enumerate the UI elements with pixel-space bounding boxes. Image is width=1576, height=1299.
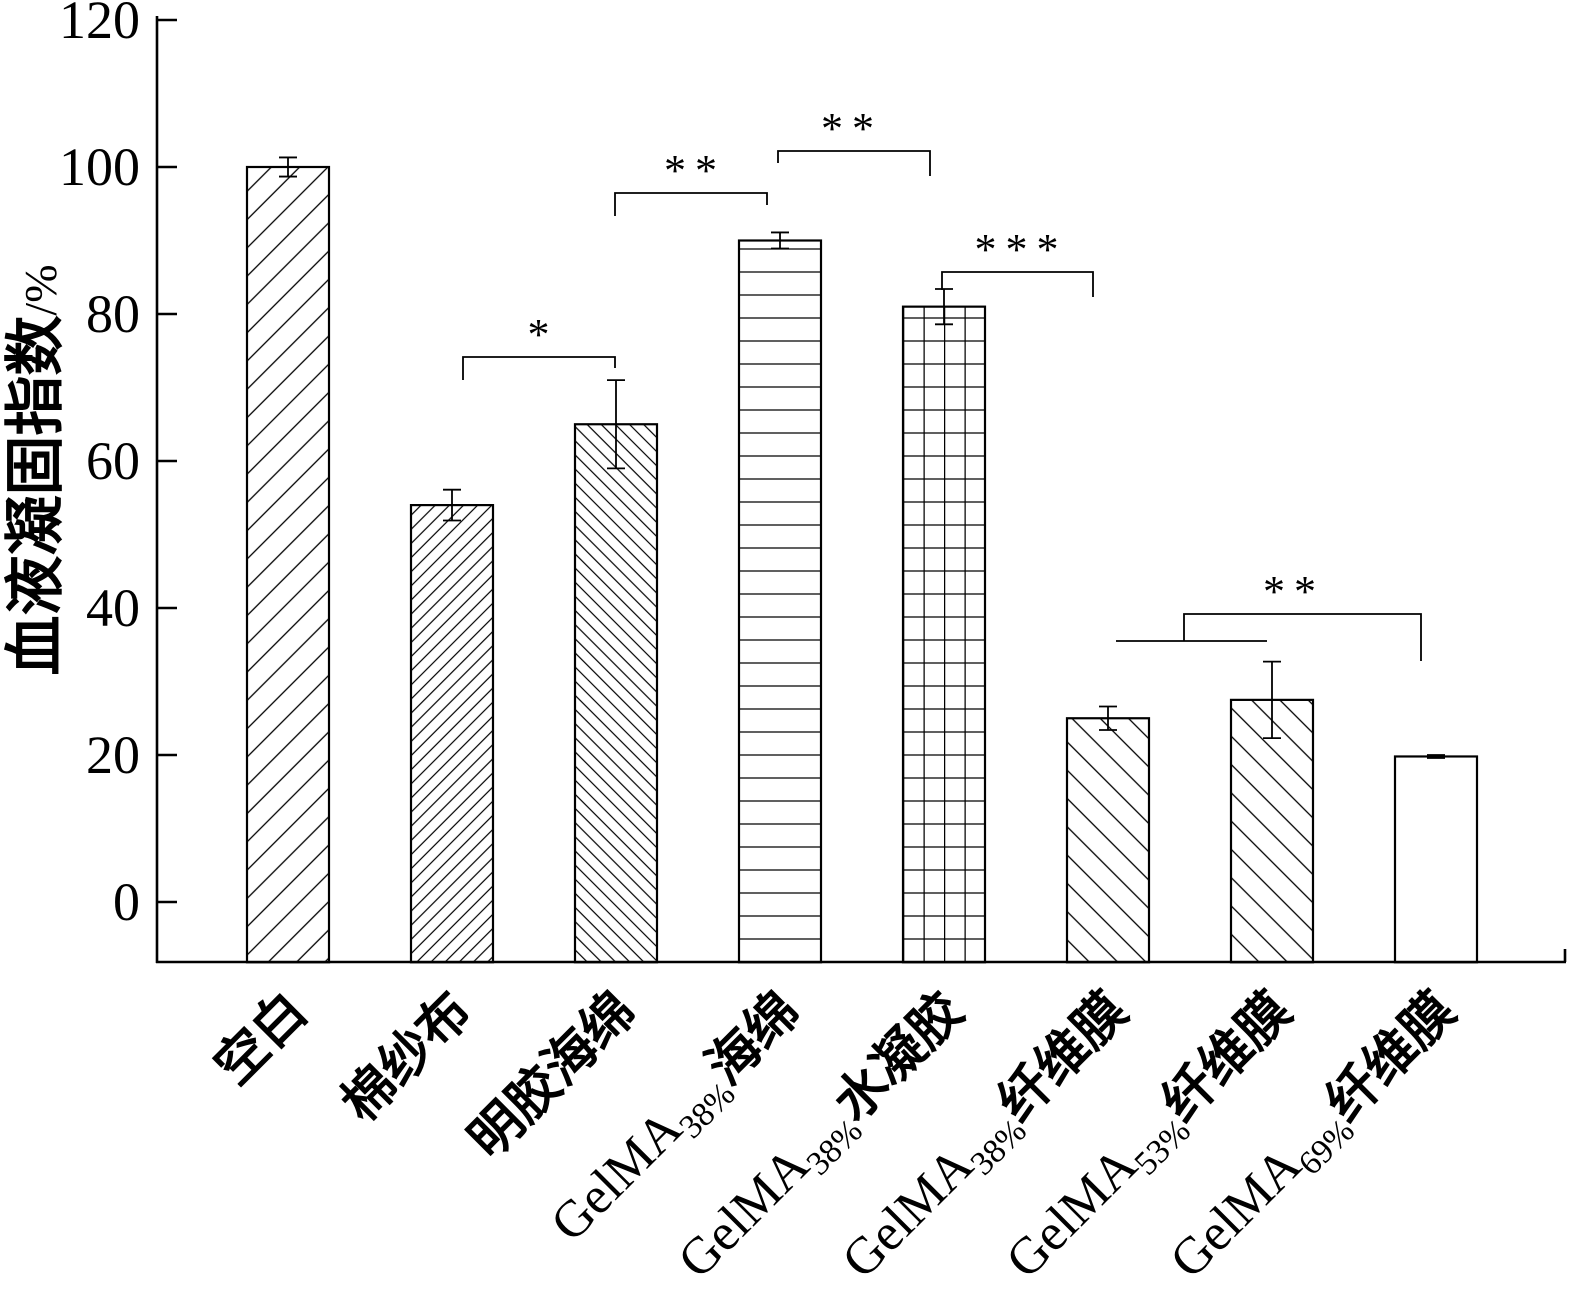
bar <box>573 423 659 964</box>
bar <box>1065 717 1151 964</box>
bar <box>245 165 331 964</box>
axes <box>155 16 1567 964</box>
error-bar <box>607 379 625 470</box>
bar <box>1229 698 1315 964</box>
x-tick-label-name: GelMA <box>831 1136 984 1289</box>
significance-bracket <box>777 150 931 176</box>
bar <box>901 305 987 964</box>
bars <box>245 165 1479 964</box>
significance-annotation: *** <box>941 225 1094 297</box>
significance-label: ** <box>664 146 726 195</box>
x-tick-label: GelMA53%纤维膜 <box>994 981 1308 1295</box>
x-tick-label: GelMA38%水凝胶 <box>666 981 980 1295</box>
y-axis-label-title: 血液凝固指数 <box>1 316 71 676</box>
x-tick-label-name: GelMA <box>540 1099 693 1252</box>
x-tick-label-name: GelMA <box>1159 1136 1312 1289</box>
x-tick-label: GelMA69%纤维膜 <box>1158 981 1472 1295</box>
y-tick-label: 80 <box>86 284 140 344</box>
x-tick-label-suffix: 纤维膜 <box>1314 981 1467 1134</box>
error-bar <box>279 156 297 178</box>
error-bar <box>1427 754 1445 759</box>
significance-annotation: ** <box>777 104 931 176</box>
error-bar <box>443 488 461 522</box>
error-bars <box>279 156 1445 759</box>
y-tick-label: 40 <box>86 578 140 638</box>
x-tick-label-suffix: 纤维膜 <box>1150 981 1303 1134</box>
bar <box>737 239 823 964</box>
y-axis-label-unit: /% <box>15 264 66 315</box>
significance-annotation: ** <box>1116 567 1422 661</box>
x-tick-label: 棉纱布 <box>330 981 483 1134</box>
significance-bracket <box>1116 613 1422 661</box>
significance-annotations: ********** <box>462 104 1422 661</box>
significance-label: ** <box>1263 567 1325 616</box>
x-tick-label-suffix: 纤维膜 <box>986 981 1139 1134</box>
significance-label: ** <box>821 104 883 153</box>
bar <box>1393 755 1479 964</box>
significance-bracket <box>941 271 1094 297</box>
bar <box>409 504 495 964</box>
y-tick-label: 20 <box>86 725 140 785</box>
significance-annotation: * <box>462 310 616 380</box>
significance-bracket <box>614 192 768 216</box>
y-tick-label: 60 <box>86 431 140 491</box>
error-bar <box>1099 705 1117 731</box>
y-axis-ticks: 0 20 40 60 80 100 120 <box>59 0 177 932</box>
x-tick-label-suffix: 水凝胶 <box>822 981 975 1134</box>
y-tick-label: 0 <box>113 872 140 932</box>
x-tick-label-name: 棉纱布 <box>330 981 483 1134</box>
x-tick-label-name: 空白 <box>203 981 319 1097</box>
x-tick-label-name: GelMA <box>995 1136 1148 1289</box>
y-tick-label: 100 <box>59 137 140 197</box>
error-bar <box>1263 660 1281 739</box>
x-tick-label: GelMA38%纤维膜 <box>830 981 1144 1295</box>
y-tick-label: 120 <box>59 0 140 50</box>
significance-annotation: ** <box>614 146 768 216</box>
significance-bracket <box>462 356 616 380</box>
error-bar <box>771 231 789 250</box>
error-bar <box>935 288 953 326</box>
y-axis-label: 血液凝固指数/% <box>1 264 71 675</box>
significance-label: *** <box>975 225 1068 274</box>
x-tick-label-name: GelMA <box>667 1136 820 1289</box>
significance-label: * <box>528 310 559 359</box>
x-tick-label: 空白 <box>203 981 319 1097</box>
x-axis-labels: 空白 棉纱布明胶海绵GelMA38%海绵GelMA38%水凝胶GelMA38%纤维… <box>203 981 1472 1295</box>
